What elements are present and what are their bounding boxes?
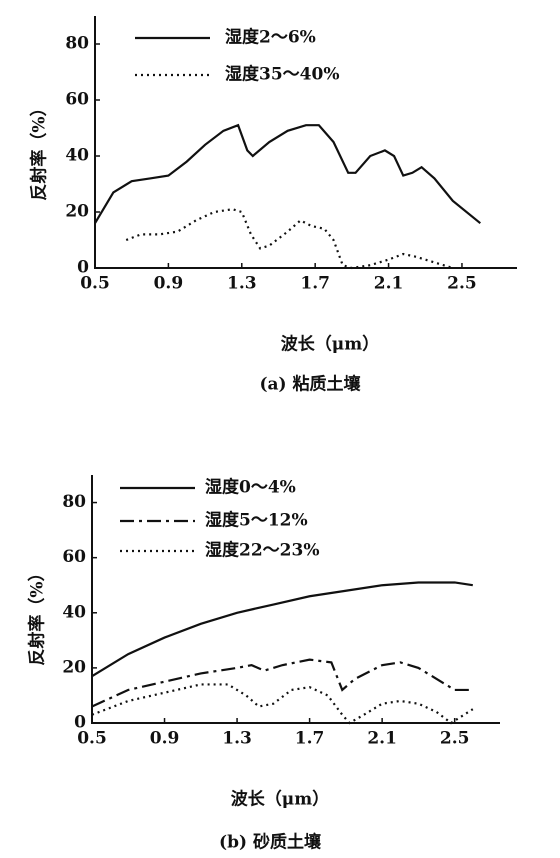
legend-label: 湿度2～6% — [225, 27, 316, 48]
x-tick-label: 2.1 — [374, 274, 404, 294]
x-tick-label: 2.5 — [440, 729, 470, 749]
series-line — [91, 581, 473, 678]
y-tick-label: 20 — [65, 202, 89, 222]
y-tick-label: 0 — [77, 258, 89, 278]
x-tick-label: 1.7 — [295, 729, 325, 749]
y-tick-label: 20 — [62, 657, 86, 677]
y-axis-label: 反射率（%） — [29, 99, 50, 200]
legend-label: 湿度5～12% — [205, 510, 308, 531]
x-tick-label: 1.3 — [222, 729, 252, 749]
x-axis-label: 波长（μm） — [281, 334, 379, 355]
series-line — [125, 208, 454, 270]
caption: (a) 粘质土壤 — [259, 374, 361, 395]
x-tick-label: 1.3 — [227, 274, 257, 294]
y-axis-label: 反射率（%） — [27, 564, 48, 665]
y-tick-label: 0 — [74, 713, 86, 733]
y-tick-label: 80 — [65, 34, 89, 54]
y-tick-label: 40 — [65, 146, 89, 166]
x-tick-label: 0.5 — [80, 274, 110, 294]
legend-label: 湿度0～4% — [205, 477, 296, 498]
series-line — [91, 658, 473, 708]
y-tick-label: 40 — [62, 602, 86, 622]
axes — [94, 16, 517, 269]
x-tick-label: 2.5 — [447, 274, 477, 294]
y-tick-label: 80 — [62, 492, 86, 512]
caption: (b) 砂质土壤 — [219, 832, 322, 853]
y-tick-label: 60 — [62, 547, 86, 567]
x-tick-label: 1.7 — [300, 274, 330, 294]
x-tick-label: 0.9 — [154, 274, 184, 294]
series-line — [94, 123, 481, 225]
x-tick-label: 0.9 — [150, 729, 180, 749]
x-tick-label: 0.5 — [77, 729, 107, 749]
x-tick-label: 2.1 — [367, 729, 397, 749]
series-line — [91, 683, 474, 725]
y-tick-label: 60 — [65, 90, 89, 110]
legend-label: 湿度22～23% — [205, 540, 319, 561]
legend-label: 湿度35～40% — [225, 64, 339, 85]
x-axis-label: 波长（μm） — [231, 789, 329, 810]
